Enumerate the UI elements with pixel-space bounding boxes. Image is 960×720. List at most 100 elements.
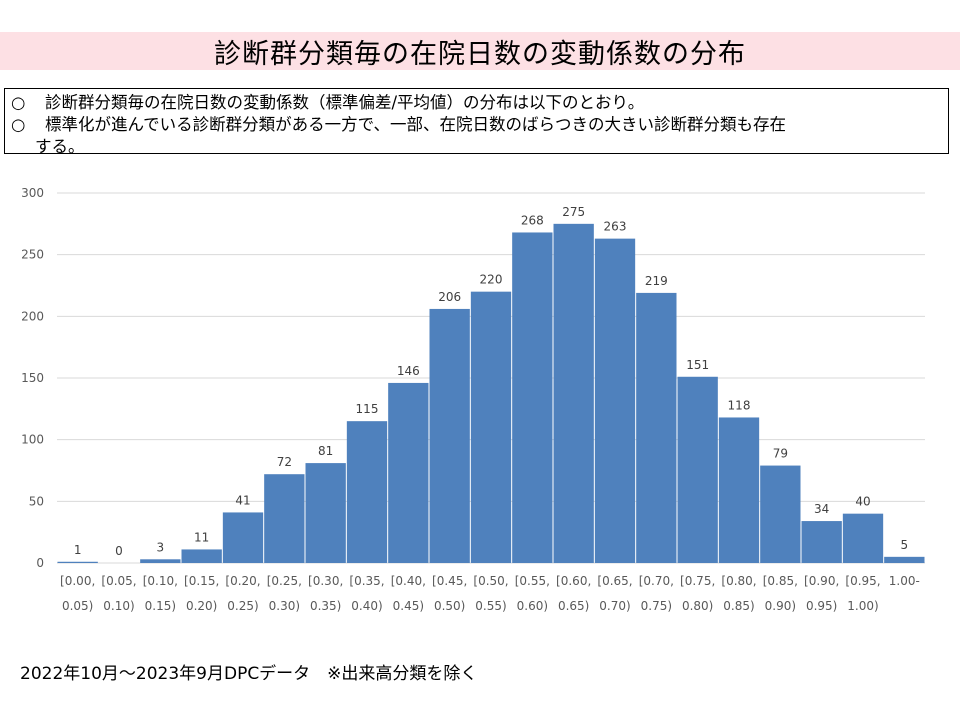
x-tick-label: 0.70) — [599, 599, 630, 613]
bar-5 — [264, 474, 305, 563]
y-tick-label: 0 — [36, 556, 44, 570]
x-tick-label: [0.50, — [473, 574, 508, 588]
bar-9 — [429, 308, 470, 563]
x-tick-label: [0.55, — [515, 574, 550, 588]
data-label: 115 — [356, 402, 379, 416]
data-label: 1 — [74, 543, 82, 557]
x-tick-label: 0.45) — [393, 599, 424, 613]
data-label: 220 — [480, 273, 503, 287]
note-text-2: 標準化が進んでいる診断群分類がある一方で、一部、在院日数のばらつきの大きい診断群… — [45, 115, 787, 134]
bar-3 — [181, 549, 222, 563]
bar-7 — [346, 421, 388, 563]
data-label: 3 — [157, 540, 165, 554]
x-tick-label: [0.35, — [349, 574, 384, 588]
x-tick-label: [0.15, — [184, 574, 219, 588]
bar-19 — [842, 513, 884, 563]
data-label: 118 — [728, 398, 751, 412]
data-label: 0 — [115, 544, 123, 558]
data-label: 146 — [397, 364, 420, 378]
source-note: 2022年10月～2023年9月DPCデータ ※出来高分類を除く — [20, 664, 478, 684]
data-label: 268 — [521, 213, 544, 227]
x-tick-label: 0.05) — [62, 599, 93, 613]
bullet-mark: ○ — [11, 115, 26, 134]
data-label: 11 — [194, 530, 209, 544]
bar-17 — [760, 465, 801, 563]
bar-2 — [140, 559, 181, 563]
data-label: 72 — [277, 455, 292, 469]
note-line-1: ○ 診断群分類毎の在院日数の変動係数（標準偏差/平均値）の分布は以下のとおり。 — [11, 92, 942, 114]
histogram-chart: 0 50 100 150 200 250 300 1 [0.00, 0.05) 0 [0.05, 0.1… — [21, 186, 925, 613]
data-label: 206 — [438, 290, 461, 304]
x-tick-label: 0.20) — [186, 599, 217, 613]
x-tick-label: 0.10) — [103, 599, 134, 613]
y-tick-label: 100 — [21, 433, 44, 447]
bar-13 — [594, 238, 636, 563]
data-label: 219 — [645, 274, 668, 288]
x-tick-label: [0.40, — [391, 574, 426, 588]
x-tick-label: [0.25, — [267, 574, 302, 588]
bar-4 — [222, 512, 264, 563]
y-tick-label: 300 — [21, 186, 44, 200]
x-tick-label: 0.50) — [434, 599, 465, 613]
x-tick-label: [0.75, — [680, 574, 715, 588]
bar-11 — [512, 232, 553, 563]
notes-box: ○ 診断群分類毎の在院日数の変動係数（標準偏差/平均値）の分布は以下のとおり。 ○… — [4, 88, 949, 156]
x-tick-label: [0.05, — [101, 574, 136, 588]
x-tick-label: 0.35) — [310, 599, 341, 613]
y-tick-label: 250 — [21, 248, 44, 262]
x-tick-label: [0.90, — [804, 574, 839, 588]
data-label: 79 — [773, 447, 788, 461]
data-label: 275 — [562, 205, 585, 219]
x-tick-label: 0.40) — [351, 599, 382, 613]
x-tick-label: [0.45, — [432, 574, 467, 588]
data-label: 41 — [235, 493, 250, 507]
data-label: 263 — [604, 220, 627, 234]
x-tick-label: [0.00, — [60, 574, 95, 588]
x-tick-label: 0.55) — [475, 599, 506, 613]
bar-16 — [718, 417, 760, 563]
bar-18 — [801, 521, 842, 563]
x-tick-label: 0.65) — [558, 599, 589, 613]
note-text-3: する。 — [35, 137, 85, 156]
x-tick-label: 0.15) — [145, 599, 176, 613]
x-tick-label: 0.85) — [723, 599, 754, 613]
note-text-1: 診断群分類毎の在院日数の変動係数（標準偏差/平均値）の分布は以下のとおり。 — [45, 93, 645, 112]
x-tick-label: 0.25) — [227, 599, 258, 613]
bar-6 — [305, 463, 346, 563]
note-line-2: ○ 標準化が進んでいる診断群分類がある一方で、一部、在院日数のばらつきの大きい診断… — [11, 114, 942, 136]
bar-15 — [677, 376, 718, 563]
data-label: 40 — [855, 495, 870, 509]
data-label: 81 — [318, 444, 333, 458]
x-tick-label: [0.65, — [597, 574, 632, 588]
x-tick-label: [0.30, — [308, 574, 343, 588]
bar-8 — [388, 382, 429, 563]
x-tick-label: 0.30) — [269, 599, 300, 613]
bar-10 — [470, 291, 512, 563]
x-tick-label: [0.95, — [845, 574, 880, 588]
data-label: 151 — [686, 358, 709, 372]
bar-20 — [884, 556, 925, 563]
bar-14 — [636, 292, 677, 563]
y-tick-label: 150 — [21, 371, 44, 385]
data-label: 34 — [814, 502, 829, 516]
bar-12 — [553, 223, 594, 564]
x-tick-label: 0.60) — [517, 599, 548, 613]
x-tick-label: 1.00) — [847, 599, 878, 613]
x-tick-label: 0.80) — [682, 599, 713, 613]
x-tick-label: 1.00- — [889, 574, 920, 588]
x-tick-label: [0.60, — [556, 574, 591, 588]
x-tick-label: [0.85, — [763, 574, 798, 588]
x-tick-label: 0.75) — [641, 599, 672, 613]
bullet-mark: ○ — [11, 93, 26, 112]
x-tick-label: 0.95) — [806, 599, 837, 613]
title-band: 診断群分類毎の在院日数の変動係数の分布 — [0, 32, 960, 70]
x-tick-label: [0.20, — [225, 574, 260, 588]
x-tick-label: 0.90) — [765, 599, 796, 613]
x-tick-label: [0.10, — [143, 574, 178, 588]
y-tick-label: 200 — [21, 309, 44, 323]
data-label: 5 — [901, 538, 909, 552]
page-title: 診断群分類毎の在院日数の変動係数の分布 — [214, 38, 746, 70]
x-tick-label: [0.80, — [721, 574, 756, 588]
x-tick-label: [0.70, — [639, 574, 674, 588]
y-tick-label: 50 — [29, 494, 44, 508]
